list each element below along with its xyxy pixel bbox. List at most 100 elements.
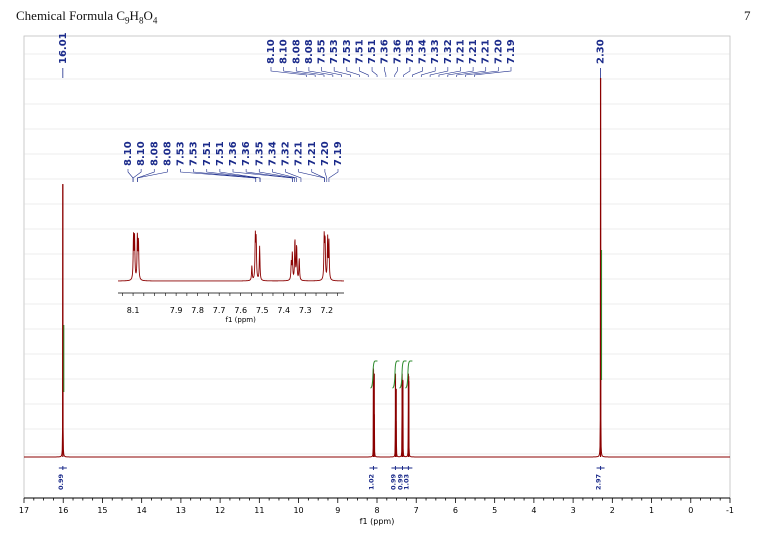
peak-label-connector <box>346 67 360 77</box>
peak-label-connector <box>465 67 499 77</box>
inset-peak-label-connector <box>206 169 261 182</box>
inset-peak-label-connector <box>219 169 261 182</box>
inset-peak-label: 8.10 <box>136 141 147 166</box>
peak-label: 7.53 <box>329 39 340 64</box>
peak-label-connector <box>438 67 461 77</box>
peak-label: 8.08 <box>291 39 302 64</box>
peak-label-connector <box>412 67 423 77</box>
inset-peak-label: 7.21 <box>307 141 318 166</box>
inset-peak-label-connector <box>324 169 328 182</box>
inset-peak-label-connector <box>193 169 257 182</box>
inset-x-tick-label: 7.3 <box>299 306 312 315</box>
peak-label-connector <box>456 67 487 77</box>
x-tick-label: 3 <box>571 506 576 515</box>
integral-curve <box>399 360 407 389</box>
peak-label: 7.36 <box>392 39 403 64</box>
peak-label-connector <box>308 67 334 77</box>
inset-peak-label-connector <box>137 169 155 182</box>
inset-x-tick-label: 7.4 <box>277 306 290 315</box>
x-tick-label: 0 <box>688 506 693 515</box>
peak-label: 7.20 <box>493 39 504 64</box>
x-tick-label: 4 <box>531 506 536 515</box>
inset-peak-label: 8.08 <box>162 141 173 166</box>
x-tick-label: 14 <box>137 506 147 515</box>
inset-peak-label: 7.19 <box>333 141 344 166</box>
peak-label: 7.21 <box>455 39 466 64</box>
peak-label: 8.10 <box>266 39 277 64</box>
inset-x-tick-label: 7.5 <box>256 306 269 315</box>
inset-peak-label: 7.51 <box>202 141 213 166</box>
x-tick-label: 9 <box>335 506 340 515</box>
inset-x-axis-label: f1 (ppm) <box>226 316 257 324</box>
integral-curve <box>369 360 378 389</box>
integral-label: 0.99 <box>389 474 397 491</box>
inset-peak-label: 7.35 <box>254 141 265 166</box>
x-tick-label: 10 <box>293 506 303 515</box>
peak-label: 7.21 <box>481 39 492 64</box>
spectrum-title: Chemical Formula C9H8O4 <box>16 8 158 26</box>
x-tick-label: 17 <box>19 506 29 515</box>
inset-peak-label-connector <box>245 169 293 182</box>
x-tick-label: 6 <box>453 506 458 515</box>
x-tick-label: 1 <box>649 506 654 515</box>
x-tick-label: 13 <box>176 506 186 515</box>
inset-peak-label: 7.20 <box>320 141 331 166</box>
inset-peak-label-connector <box>137 169 168 182</box>
peak-label: 16.01 <box>58 32 69 64</box>
peak-label: 8.10 <box>279 39 290 64</box>
x-tick-label: 2 <box>610 506 615 515</box>
peak-label: 7.55 <box>317 39 328 64</box>
x-tick-label: 12 <box>215 506 225 515</box>
integral-curve <box>391 360 400 389</box>
peak-label-connector <box>371 67 378 77</box>
inset-x-tick-label: 8.1 <box>127 306 140 315</box>
integral-curve <box>404 360 413 389</box>
peak-label: 7.51 <box>367 39 378 64</box>
peak-label-connector <box>447 67 474 77</box>
peak-label: 7.51 <box>354 39 365 64</box>
x-tick-label: 16 <box>58 506 68 515</box>
inset-peak-label-connector <box>328 169 339 182</box>
peak-label: 7.19 <box>506 39 517 64</box>
peak-label-connector <box>333 67 351 77</box>
peak-label: 7.35 <box>405 39 416 64</box>
x-tick-label: 15 <box>97 506 107 515</box>
inset-x-tick-label: 7.8 <box>191 306 204 315</box>
integral-label: 0.99 <box>396 474 404 491</box>
peak-label-connector <box>420 67 436 77</box>
inset-peak-label: 8.08 <box>149 141 160 166</box>
peak-label: 7.21 <box>468 39 479 64</box>
peak-label-connector <box>283 67 316 77</box>
peak-label-connector <box>270 67 307 77</box>
inset-peak-label-connector <box>258 169 295 182</box>
peak-label-connector <box>295 67 325 77</box>
inset-peak-label-connector <box>272 169 297 182</box>
peak-label: 8.08 <box>304 39 315 64</box>
inset-peak-label-connector <box>285 169 302 182</box>
integral-label: 1.03 <box>402 474 410 490</box>
inset-peak-label: 7.51 <box>215 141 226 166</box>
inset-peak-label-connector <box>132 169 142 182</box>
integral-label: 1.02 <box>367 474 375 490</box>
x-tick-label: 11 <box>254 506 264 515</box>
peak-label: 7.33 <box>430 39 441 64</box>
peak-label: 7.34 <box>418 39 429 64</box>
peak-label-connector <box>403 67 411 77</box>
peak-label-connector <box>384 67 387 77</box>
inset-peak-label: 8.10 <box>123 141 134 166</box>
inset-spectrum-trace <box>117 230 345 282</box>
peak-label-connector <box>394 67 398 77</box>
inset-peak-label: 7.36 <box>228 141 239 166</box>
peak-label: 7.32 <box>443 39 454 64</box>
inset-peak-label: 7.21 <box>294 141 305 166</box>
inset-peak-label: 7.53 <box>176 141 187 166</box>
inset-peak-label: 7.34 <box>267 141 278 166</box>
inset-peak-label: 7.53 <box>189 141 200 166</box>
inset-peak-label-connector <box>311 169 325 182</box>
peak-label-connector <box>429 67 449 77</box>
peak-label: 7.36 <box>380 39 391 64</box>
x-tick-label: 5 <box>492 506 497 515</box>
inset-peak-label: 7.32 <box>281 141 292 166</box>
integral-label: 2.97 <box>595 474 603 490</box>
